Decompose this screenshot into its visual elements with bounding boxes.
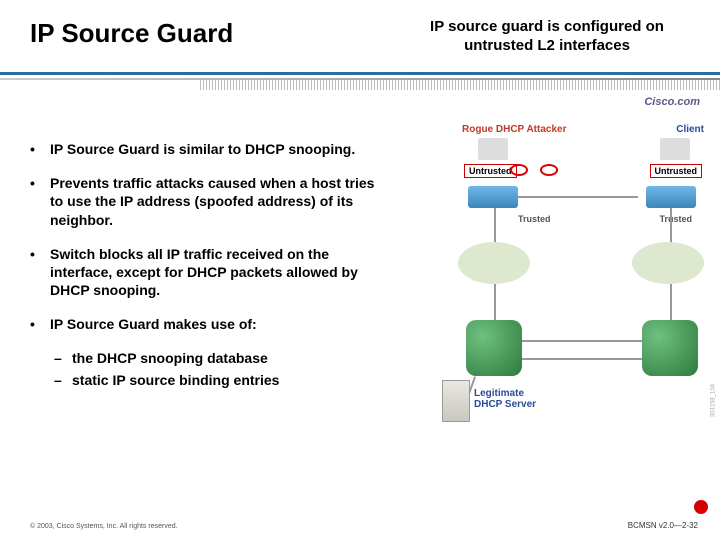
trusted-label-right: Trusted xyxy=(659,214,692,224)
slide-subtitle: IP source guard is configured on untrust… xyxy=(402,18,692,56)
client-label: Client xyxy=(676,124,704,135)
link-core-top xyxy=(522,340,642,342)
cloud-left-icon xyxy=(458,242,530,284)
link-vl xyxy=(494,208,496,244)
bullet-dot-icon: • xyxy=(30,140,50,158)
ring-marker-left xyxy=(510,164,528,176)
trusted-label-left: Trusted xyxy=(518,214,551,224)
link-vl2 xyxy=(494,284,496,320)
untrusted-box-right: Untrusted xyxy=(650,164,703,178)
bullet-item: • IP Source Guard makes use of: xyxy=(30,315,390,333)
ring-marker-right xyxy=(540,164,558,176)
slide-header: IP Source Guard IP source guard is confi… xyxy=(0,0,720,90)
sub-bullet-item: – static IP source binding entries xyxy=(54,372,390,388)
client-pc-icon xyxy=(660,138,690,160)
sub-bullet-item: – the DHCP snooping database xyxy=(54,350,390,366)
dash-icon: – xyxy=(54,372,72,388)
dhcp-label: Legitimate DHCP Server xyxy=(474,388,554,410)
untrusted-box-left: Untrusted xyxy=(464,164,517,178)
link-top xyxy=(518,196,638,198)
sub-bullet-text: the DHCP snooping database xyxy=(72,350,268,366)
attacker-pc-icon xyxy=(478,138,508,160)
cisco-logo: Cisco.com xyxy=(644,96,700,108)
footer-right: BCMSN v2.0—2-32 xyxy=(628,521,698,530)
bullet-item: • Prevents traffic attacks caused when a… xyxy=(30,174,390,229)
image-code: 303158_104 xyxy=(710,384,716,417)
cloud-right-icon xyxy=(632,242,704,284)
attacker-label: Rogue DHCP Attacker xyxy=(462,124,566,135)
link-vr2 xyxy=(670,284,672,320)
core-switch-left-icon xyxy=(466,320,522,376)
bullet-text: IP Source Guard makes use of: xyxy=(50,315,257,333)
sub-bullet-text: static IP source binding entries xyxy=(72,372,279,388)
link-vr xyxy=(670,208,672,244)
bullet-dot-icon: • xyxy=(30,315,50,333)
core-switch-right-icon xyxy=(642,320,698,376)
switch-right-icon xyxy=(646,186,696,208)
bullet-item: • IP Source Guard is similar to DHCP sno… xyxy=(30,140,390,158)
bullet-text: Switch blocks all IP traffic received on… xyxy=(50,245,390,300)
network-diagram: Rogue DHCP Attacker Client Untrusted Unt… xyxy=(412,124,710,424)
link-core-bot xyxy=(522,358,642,360)
bullet-item: • Switch blocks all IP traffic received … xyxy=(30,245,390,300)
bullet-dot-icon: • xyxy=(30,174,50,229)
dhcp-server-icon xyxy=(442,380,470,422)
bullet-text: Prevents traffic attacks caused when a h… xyxy=(50,174,390,229)
dash-icon: – xyxy=(54,350,72,366)
bullet-text: IP Source Guard is similar to DHCP snoop… xyxy=(50,140,355,158)
bullet-dot-icon: • xyxy=(30,245,50,300)
bullet-list: • IP Source Guard is similar to DHCP sno… xyxy=(30,140,390,394)
footer-left: © 2003, Cisco Systems, Inc. All rights r… xyxy=(30,523,178,530)
header-divider xyxy=(0,72,720,90)
laser-pointer-icon xyxy=(694,500,708,514)
switch-left-icon xyxy=(468,186,518,208)
